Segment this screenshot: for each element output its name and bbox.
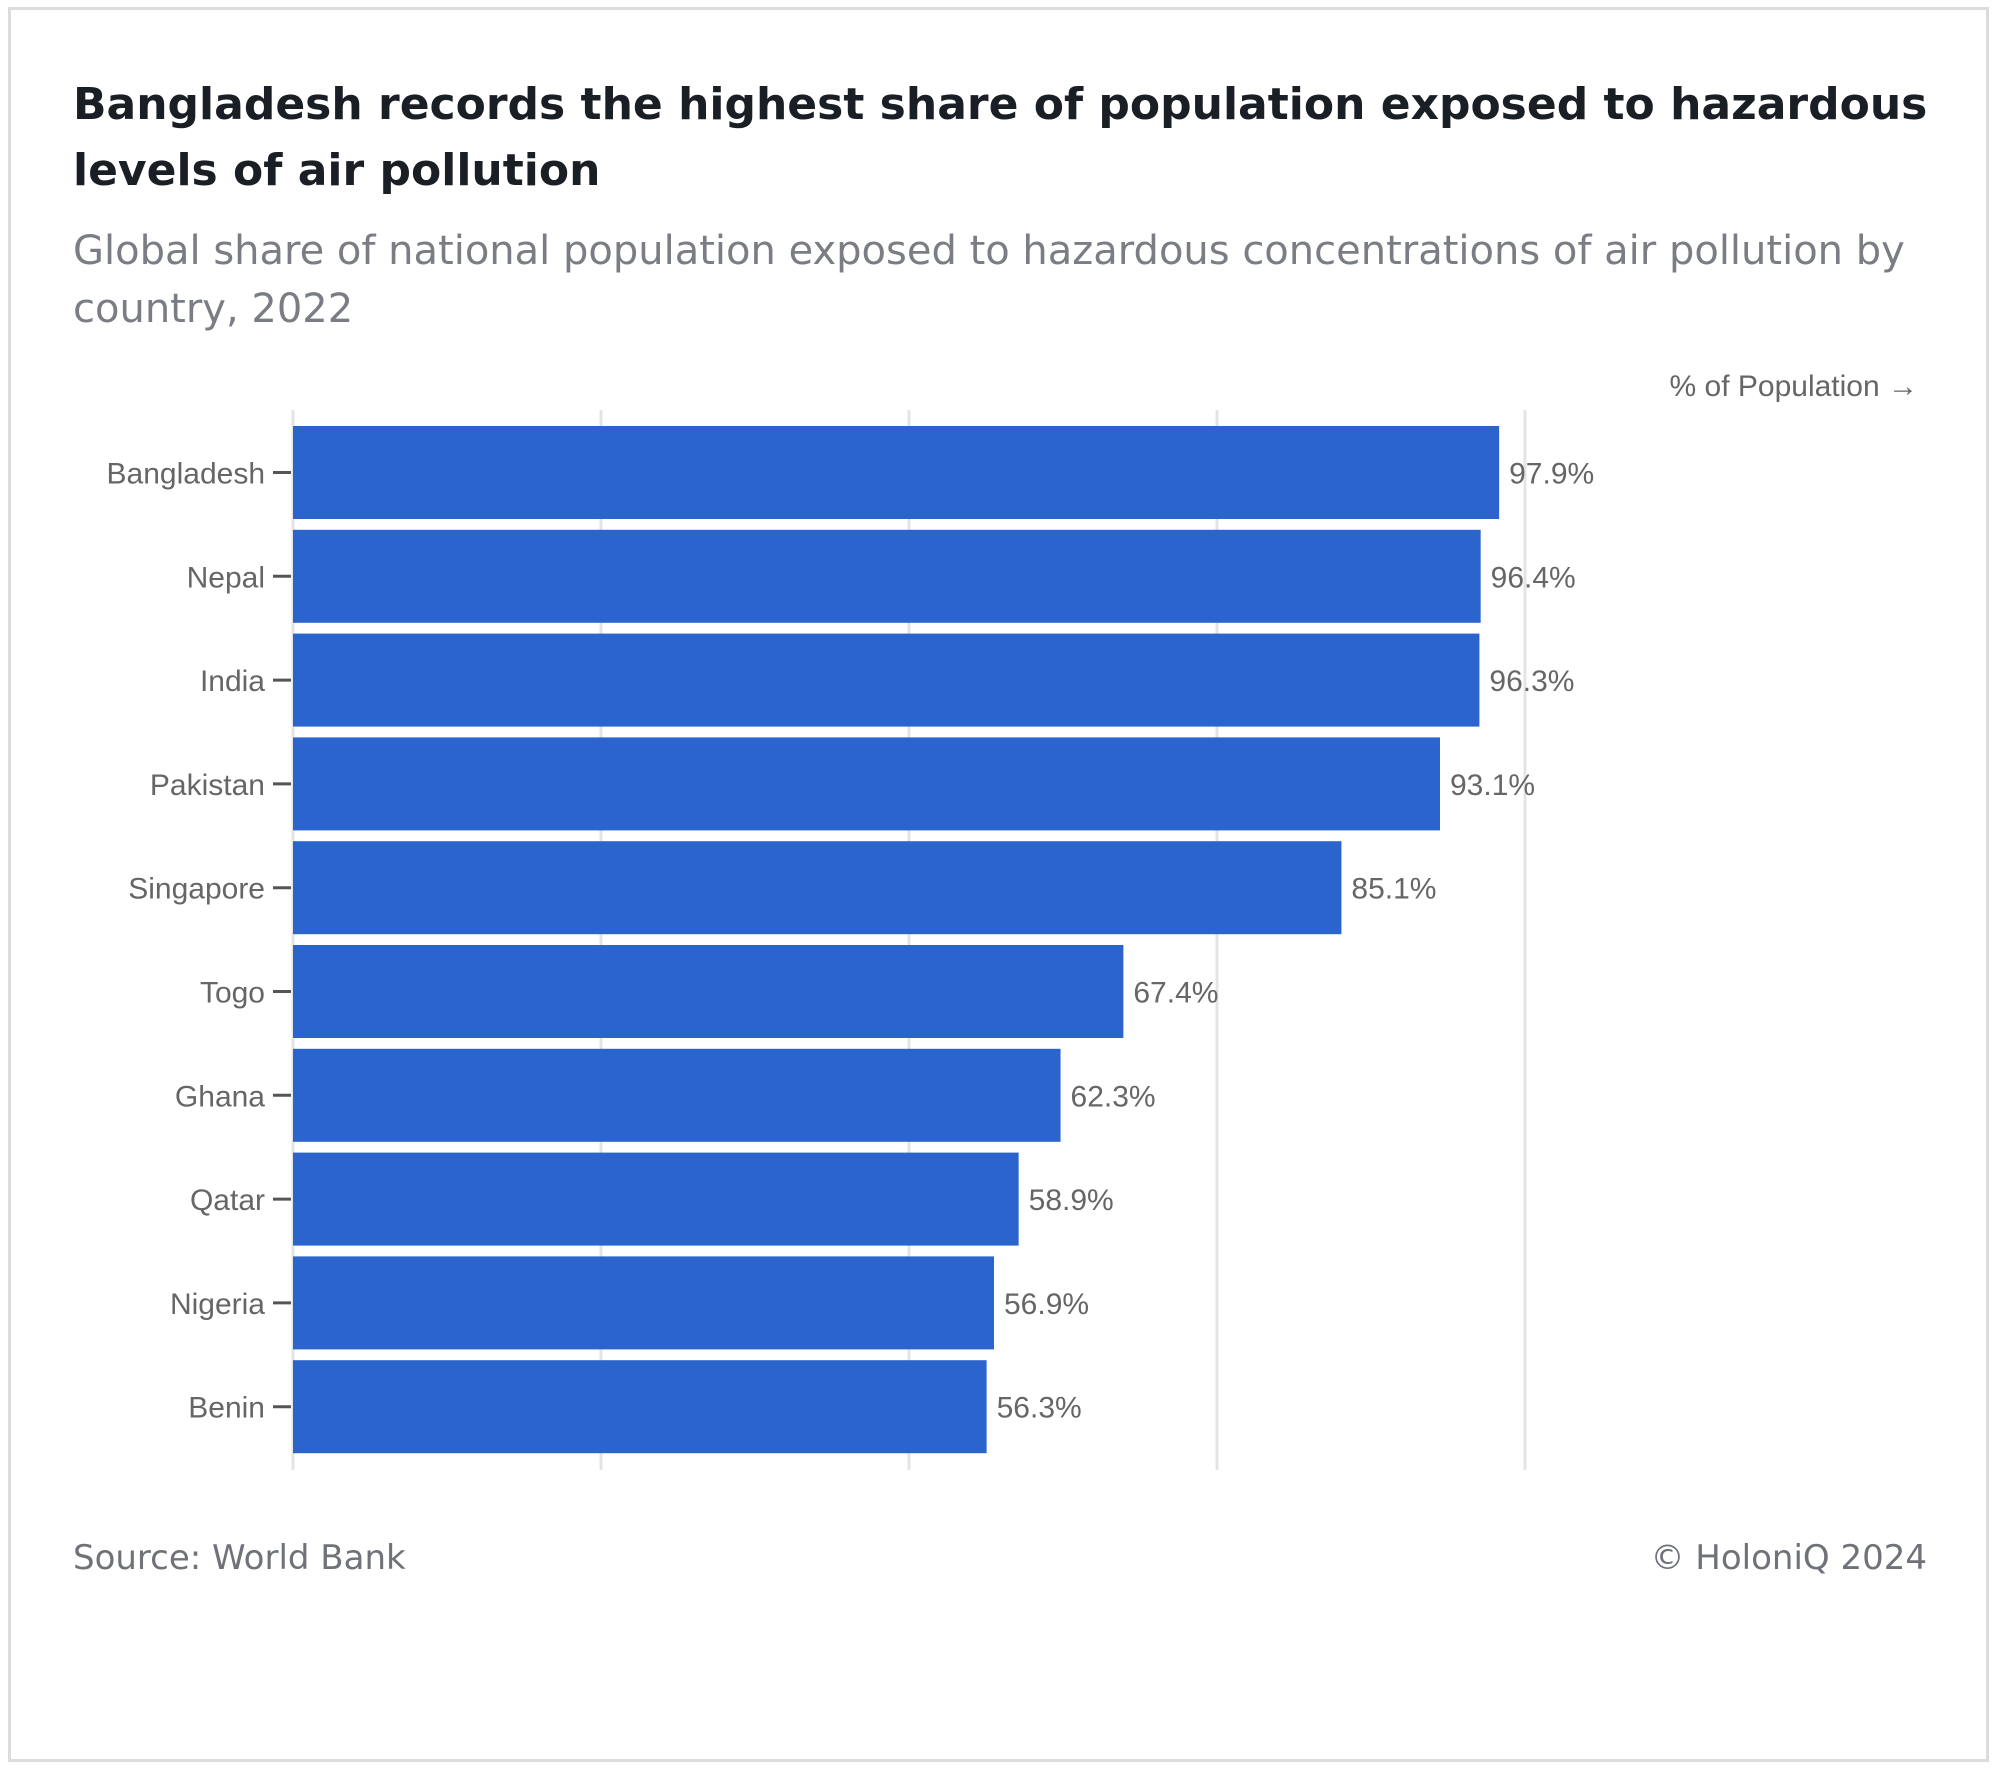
category-label-qatar: Qatar [190,1184,265,1217]
category-label-singapore: Singapore [128,873,265,906]
bars: 97.9% 96.4% 96.3% 93.1% 85.1% 67.4% 62.3% 58.9%… [293,426,1594,1454]
value-label-singapore: 85.1% [1351,873,1436,906]
bar-ghana[interactable] [293,1048,1061,1142]
value-label-togo: 67.4% [1133,977,1218,1010]
category-label-ghana: Ghana [175,1080,265,1113]
bar-singapore[interactable] [293,841,1342,935]
bar-qatar[interactable] [293,1152,1019,1246]
category-label-nigeria: Nigeria [170,1288,265,1321]
chart-title: Bangladesh records the highest share of … [73,79,1928,196]
value-label-benin: 56.3% [997,1392,1082,1425]
category-label-nepal: Nepal [187,561,265,594]
value-label-ghana: 62.3% [1071,1080,1156,1113]
source-note: Source: World Bank [73,1538,406,1578]
value-label-nigeria: 56.9% [1004,1288,1089,1321]
bar-benin[interactable] [293,1360,987,1454]
category-label-bangladesh: Bangladesh [107,458,265,491]
value-label-nepal: 96.4% [1491,561,1576,594]
chart-subtitle: Global share of national population expo… [73,228,1905,332]
category-label-togo: Togo [200,977,265,1010]
category-label-pakistan: Pakistan [150,769,265,802]
bar-togo[interactable] [293,945,1124,1038]
value-label-pakistan: 93.1% [1450,769,1535,802]
bar-pakistan[interactable] [293,737,1440,831]
bar-india[interactable] [293,633,1480,727]
x-axis-label: % of Population → [1670,370,1918,403]
bar-nepal[interactable] [293,529,1481,623]
category-labels: Bangladesh Nepal India Pakistan Singapore Tog… [107,458,291,1425]
value-label-qatar: 58.9% [1029,1184,1114,1217]
bar-nigeria[interactable] [293,1256,995,1350]
category-label-benin: Benin [188,1392,265,1425]
copyright-note: © HoloniQ 2024 [1650,1538,1927,1578]
bar-bangladesh[interactable] [293,426,1500,519]
value-label-bangladesh: 97.9% [1509,458,1594,491]
category-label-india: India [200,665,265,698]
value-label-india: 96.3% [1489,665,1574,698]
